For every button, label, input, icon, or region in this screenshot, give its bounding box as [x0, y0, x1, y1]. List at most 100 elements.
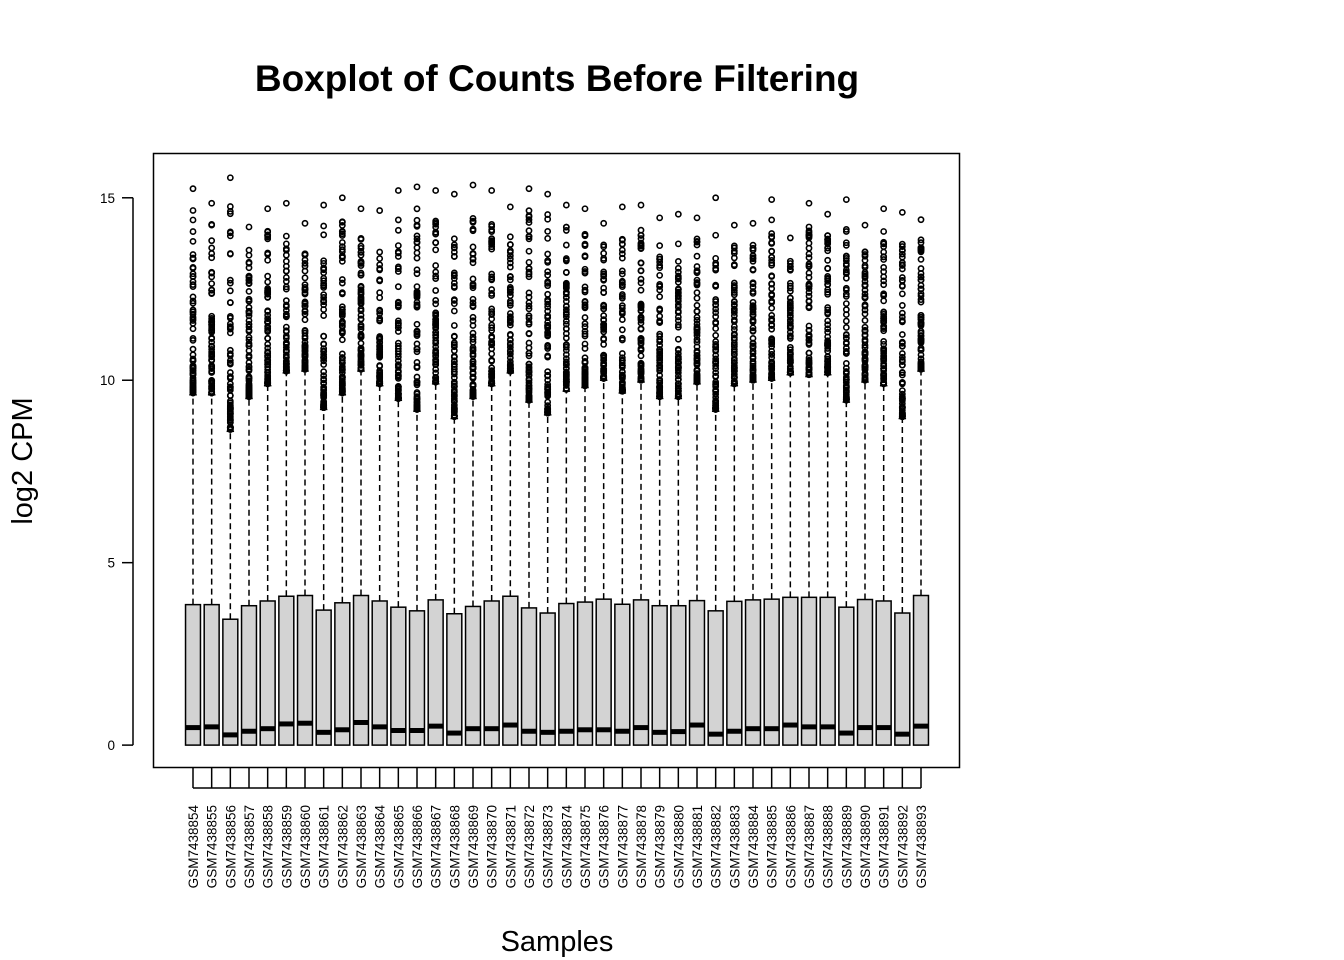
outlier-point [413, 254, 421, 262]
box-GSM7438874 [558, 201, 575, 746]
outlier-point [394, 216, 402, 224]
outlier-point [880, 323, 888, 331]
outlier-point [525, 227, 533, 235]
outlier-point [488, 276, 496, 284]
outlier-point [600, 275, 608, 283]
outlier-point [226, 279, 234, 287]
x-tick-label: GSM7438869 [466, 805, 481, 888]
outlier-point [861, 274, 869, 281]
outliers-group [674, 210, 682, 401]
box-GSM7438862 [334, 194, 351, 746]
outlier-point [226, 174, 234, 182]
outlier-point [656, 214, 664, 222]
outlier-point [768, 256, 776, 264]
outlier-point [488, 228, 496, 235]
outlier-point [544, 331, 552, 339]
outlier-point [842, 394, 850, 401]
outlier-point [264, 278, 272, 286]
outliers-group [600, 219, 608, 382]
outlier-point [357, 333, 365, 341]
outlier-point [432, 337, 440, 345]
box-GSM7438891 [875, 205, 892, 746]
outlier-point [674, 372, 682, 380]
outlier-point [506, 273, 514, 281]
outlier-point [338, 276, 346, 283]
outlier-point [301, 274, 309, 282]
outlier-point [208, 254, 216, 262]
outlier-point [712, 365, 720, 373]
outlier-point [357, 205, 365, 213]
outlier-point [226, 405, 234, 413]
outlier-point [189, 297, 197, 305]
outlier-point [880, 355, 888, 363]
outlier-point [861, 310, 869, 318]
x-tick-label: GSM7438883 [727, 805, 742, 888]
outlier-point [917, 273, 925, 281]
box-GSM7438881 [688, 214, 706, 746]
outlier-point [208, 367, 216, 375]
outlier-point [282, 251, 290, 259]
outlier-point [264, 315, 272, 323]
outlier-point [450, 279, 458, 287]
box-GSM7438876 [595, 219, 612, 746]
outlier-point [637, 337, 645, 345]
outlier-point [320, 274, 328, 282]
outlier-point [562, 372, 570, 380]
outlier-point [432, 334, 440, 341]
outlier-point [320, 277, 328, 285]
outlier-point [805, 223, 813, 231]
outlier-point [208, 343, 216, 350]
outlier-point [656, 262, 664, 269]
x-tick-label: GSM7438870 [485, 805, 500, 888]
outlier-point [805, 199, 813, 207]
outlier-point [581, 298, 589, 305]
outlier-point [189, 216, 197, 224]
outlier-point [450, 353, 458, 361]
outlier-point [394, 321, 402, 329]
outlier-point [413, 183, 421, 191]
outlier-point [880, 273, 888, 281]
outlier-point [282, 285, 290, 293]
outlier-point [693, 313, 701, 321]
outlier-point [264, 353, 272, 361]
outlier-point [264, 375, 272, 383]
box-GSM7438889 [838, 196, 855, 746]
box-body [763, 598, 780, 746]
outlier-point [226, 392, 234, 399]
outlier-point [880, 248, 888, 256]
box-body [334, 602, 351, 746]
outlier-point [637, 325, 645, 333]
x-tick-label: GSM7438882 [709, 805, 724, 888]
outlier-point [282, 313, 290, 321]
outlier-point [338, 290, 346, 298]
outlier-point [562, 255, 570, 262]
outlier-point [824, 306, 832, 314]
outlier-point [674, 240, 682, 248]
outlier-point [656, 333, 664, 340]
outlier-point [898, 356, 906, 364]
outlier-point [189, 379, 197, 387]
outlier-point [693, 214, 701, 222]
outlier-point [562, 330, 570, 338]
outlier-point [600, 219, 608, 227]
outlier-point [488, 350, 496, 358]
outlier-point [376, 338, 384, 346]
outlier-point [674, 274, 682, 282]
outlier-point [282, 232, 290, 240]
outlier-point [413, 364, 421, 371]
outlier-point [469, 313, 477, 321]
outlier-point [917, 236, 925, 244]
outlier-point [506, 341, 514, 348]
outliers-group [450, 190, 458, 421]
outlier-point [413, 401, 421, 409]
outlier-point [842, 331, 850, 339]
outlier-point [208, 269, 216, 277]
outlier-point [189, 310, 197, 318]
y-tick-label: 15 [100, 191, 115, 206]
outlier-point [525, 207, 533, 215]
outlier-point [618, 308, 626, 315]
outlier-point [208, 220, 216, 228]
outlier-point [488, 372, 496, 380]
box-body [315, 609, 332, 746]
outlier-point [320, 201, 328, 209]
